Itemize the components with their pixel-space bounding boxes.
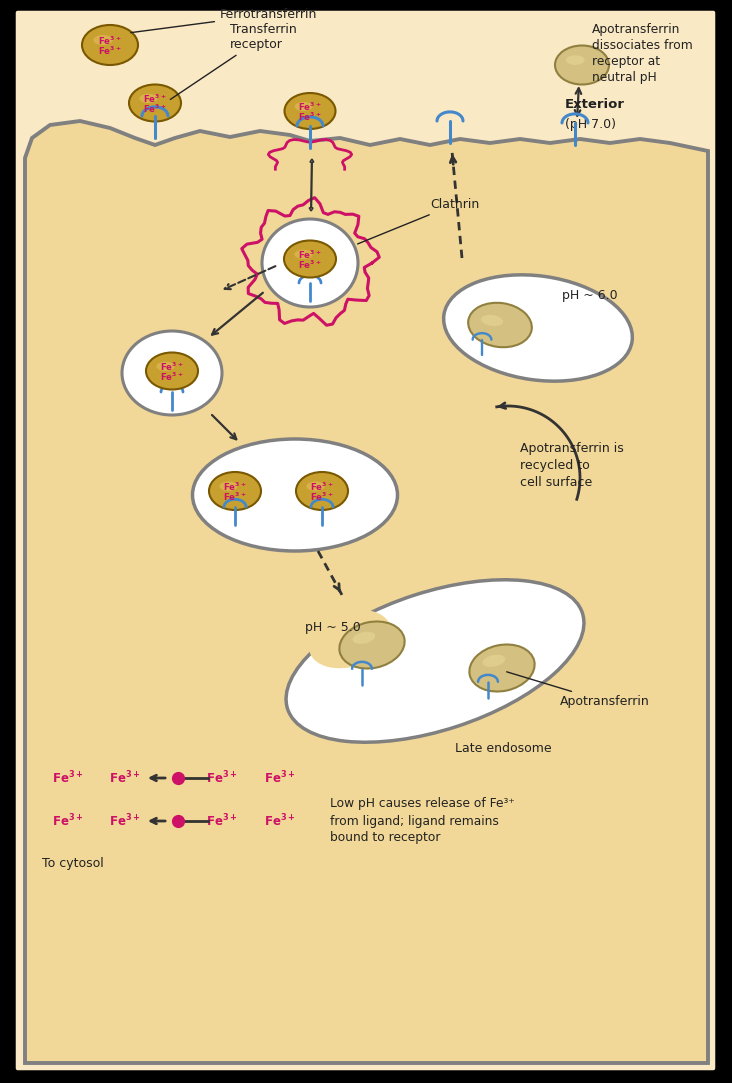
Ellipse shape bbox=[482, 655, 505, 667]
Text: $\mathbf{Fe^{3+}}$: $\mathbf{Fe^{3+}}$ bbox=[298, 259, 322, 271]
Text: $\mathbf{Fe^{3+}}$: $\mathbf{Fe^{3+}}$ bbox=[98, 44, 122, 56]
Text: $\mathbf{Fe^{3+}}$: $\mathbf{Fe^{3+}}$ bbox=[298, 101, 322, 113]
Ellipse shape bbox=[340, 622, 405, 668]
Ellipse shape bbox=[468, 303, 532, 348]
Ellipse shape bbox=[157, 362, 175, 371]
Text: $\mathbf{Fe^{3+}}$: $\mathbf{Fe^{3+}}$ bbox=[298, 249, 322, 261]
Ellipse shape bbox=[284, 240, 336, 277]
Text: $\mathbf{Fe^{3+}}$: $\mathbf{Fe^{3+}}$ bbox=[298, 110, 322, 122]
Ellipse shape bbox=[146, 352, 198, 390]
Text: Late endosome: Late endosome bbox=[455, 742, 552, 755]
Text: Ferrotransferrin: Ferrotransferrin bbox=[131, 8, 318, 32]
Text: $\mathbf{Fe^{3+}}$: $\mathbf{Fe^{3+}}$ bbox=[143, 102, 167, 115]
Ellipse shape bbox=[566, 55, 585, 65]
Ellipse shape bbox=[295, 102, 313, 110]
Text: Clathrin: Clathrin bbox=[357, 198, 479, 244]
Text: $\mathbf{Fe^{3+}}$: $\mathbf{Fe^{3+}}$ bbox=[264, 812, 296, 830]
Text: $\mathbf{Fe^{3+}}$: $\mathbf{Fe^{3+}}$ bbox=[206, 812, 238, 830]
Text: $\mathbf{Fe^{3+}}$: $\mathbf{Fe^{3+}}$ bbox=[264, 770, 296, 786]
Ellipse shape bbox=[296, 472, 348, 510]
Ellipse shape bbox=[285, 93, 335, 129]
Ellipse shape bbox=[129, 84, 181, 121]
Ellipse shape bbox=[122, 331, 222, 415]
Ellipse shape bbox=[262, 219, 358, 306]
Ellipse shape bbox=[193, 439, 397, 551]
Text: $\mathbf{Fe^{3+}}$: $\mathbf{Fe^{3+}}$ bbox=[206, 770, 238, 786]
Text: $\mathbf{Fe^{3+}}$: $\mathbf{Fe^{3+}}$ bbox=[143, 93, 167, 105]
FancyBboxPatch shape bbox=[14, 9, 717, 1072]
Text: $\mathbf{Fe^{3+}}$: $\mathbf{Fe^{3+}}$ bbox=[223, 481, 247, 493]
Ellipse shape bbox=[209, 472, 261, 510]
Text: $\mathbf{Fe^{3+}}$: $\mathbf{Fe^{3+}}$ bbox=[310, 491, 334, 503]
Ellipse shape bbox=[353, 631, 376, 644]
Ellipse shape bbox=[555, 45, 609, 84]
Ellipse shape bbox=[220, 482, 238, 491]
Text: $\mathbf{Fe^{3+}}$: $\mathbf{Fe^{3+}}$ bbox=[160, 370, 184, 382]
Text: (pH 7.0): (pH 7.0) bbox=[565, 118, 616, 131]
Text: $\mathbf{Fe^{3+}}$: $\mathbf{Fe^{3+}}$ bbox=[109, 812, 141, 830]
Text: $\mathbf{Fe^{3+}}$: $\mathbf{Fe^{3+}}$ bbox=[160, 361, 184, 373]
Text: pH ~ 5.0: pH ~ 5.0 bbox=[305, 622, 361, 635]
Text: $\mathbf{Fe^{3+}}$: $\mathbf{Fe^{3+}}$ bbox=[52, 770, 83, 786]
Text: Apotransferrin
dissociates from
receptor at
neutral pH: Apotransferrin dissociates from receptor… bbox=[592, 23, 692, 84]
Ellipse shape bbox=[444, 275, 632, 381]
Text: Exterior: Exterior bbox=[565, 97, 625, 110]
Ellipse shape bbox=[469, 644, 534, 692]
Text: $\mathbf{Fe^{3+}}$: $\mathbf{Fe^{3+}}$ bbox=[98, 35, 122, 47]
Text: $\mathbf{Fe^{3+}}$: $\mathbf{Fe^{3+}}$ bbox=[310, 481, 334, 493]
Ellipse shape bbox=[82, 25, 138, 65]
Text: pH ~ 6.0: pH ~ 6.0 bbox=[562, 288, 618, 301]
Text: $\mathbf{Fe^{3+}}$: $\mathbf{Fe^{3+}}$ bbox=[223, 491, 247, 503]
Ellipse shape bbox=[93, 35, 113, 45]
Ellipse shape bbox=[307, 482, 324, 491]
Text: Low pH causes release of Fe³⁺
from ligand; ligand remains
bound to receptor: Low pH causes release of Fe³⁺ from ligan… bbox=[330, 797, 515, 845]
Text: Apotransferrin is
recycled to
cell surface: Apotransferrin is recycled to cell surfa… bbox=[520, 442, 624, 488]
Text: Apotransferrin: Apotransferrin bbox=[507, 671, 650, 708]
Ellipse shape bbox=[481, 315, 503, 326]
Text: To cytosol: To cytosol bbox=[42, 857, 104, 870]
Text: $\mathbf{Fe^{3+}}$: $\mathbf{Fe^{3+}}$ bbox=[109, 770, 141, 786]
Ellipse shape bbox=[309, 610, 392, 668]
Ellipse shape bbox=[139, 94, 157, 103]
Ellipse shape bbox=[294, 250, 313, 259]
Text: Transferrin
receptor: Transferrin receptor bbox=[171, 23, 296, 100]
Ellipse shape bbox=[286, 579, 584, 742]
Polygon shape bbox=[25, 121, 708, 1064]
Text: $\mathbf{Fe^{3+}}$: $\mathbf{Fe^{3+}}$ bbox=[52, 812, 83, 830]
